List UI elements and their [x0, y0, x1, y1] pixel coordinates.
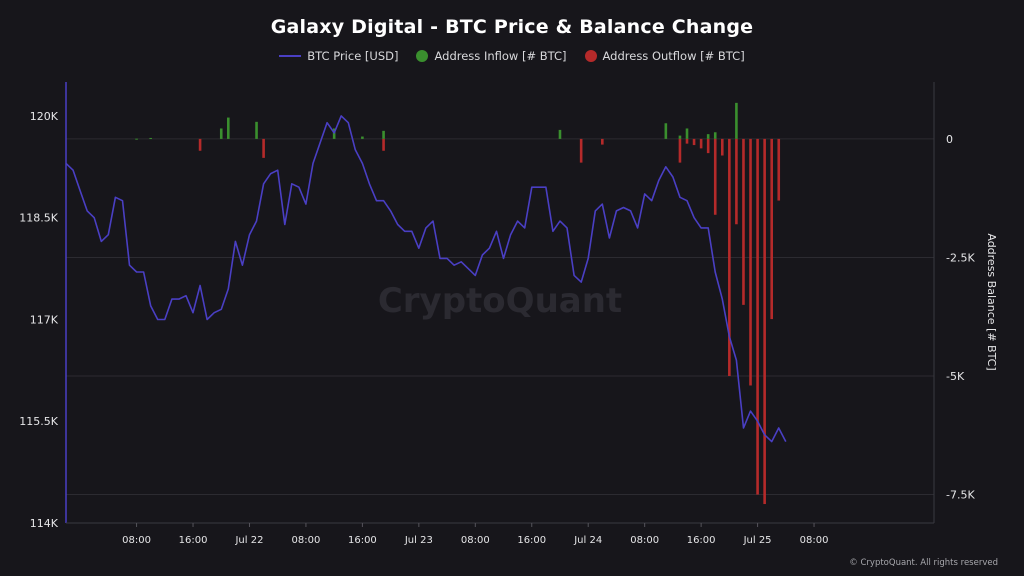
legend-label-price: BTC Price [USD]	[307, 49, 399, 63]
x-tick-5: Jul 23	[404, 535, 433, 546]
outflow-bar-1	[262, 138, 265, 158]
x-tick-4: 16:00	[348, 535, 377, 546]
outflow-bar-5	[678, 138, 682, 163]
inflow-bar-9	[664, 123, 668, 139]
bars	[135, 102, 781, 505]
legend-swatch-outflow	[584, 50, 597, 62]
y-left-tick-1: 115.5K	[19, 415, 58, 428]
y-right-tick-3: -7.5K	[946, 489, 975, 502]
legend-label-inflow: Address Inflow [# BTC]	[434, 49, 567, 63]
inflow-bar-6	[361, 136, 364, 139]
x-tick-6: 08:00	[461, 535, 490, 546]
inflow-bar-4	[255, 121, 258, 139]
x-tick-9: 08:00	[630, 535, 659, 546]
outflow-bar-17	[763, 138, 766, 505]
chart-title: Galaxy Digital - BTC Price & Balance Cha…	[270, 16, 754, 38]
outflow-bar-6	[685, 138, 689, 144]
inflow-bar-3	[227, 117, 230, 139]
outflow-bar-11	[720, 138, 724, 156]
outflow-bar-3	[579, 138, 583, 163]
inflow-bar-8	[558, 129, 562, 139]
outflow-bar-12	[728, 138, 731, 376]
y-right-tick-2: -5K	[946, 370, 965, 383]
legend-item-price[interactable]: BTC Price [USD]	[279, 49, 398, 63]
legend-item-outflow[interactable]: Address Outflow [# BTC]	[584, 49, 745, 63]
x-tick-2: Jul 22	[234, 535, 263, 546]
inflow-bar-7	[382, 130, 385, 139]
y-left-tick-4: 120K	[30, 110, 59, 123]
grid	[66, 138, 934, 496]
outflow-bar-14	[742, 138, 745, 305]
x-tick-1: 16:00	[179, 535, 208, 546]
outflow-bar-15	[749, 138, 752, 386]
outflow-bar-13	[735, 138, 738, 225]
x-tick-0: 08:00	[122, 535, 151, 546]
x-tick-3: 08:00	[292, 535, 321, 546]
btc-price-line	[65, 115, 787, 443]
legend-item-inflow[interactable]: Address Inflow [# BTC]	[416, 49, 567, 63]
copyright: © CryptoQuant. All rights reserved	[849, 558, 998, 568]
outflow-bar-19	[777, 138, 781, 201]
x-tick-8: Jul 24	[573, 535, 602, 546]
x-tick-11: Jul 25	[743, 535, 772, 546]
inflow-bar-12	[706, 134, 710, 139]
outflow-bar-0	[198, 138, 202, 151]
inflow-bar-1	[149, 137, 152, 139]
y-right-axis-label: Address Balance [# BTC]	[985, 233, 998, 370]
y-left-tick-2: 117K	[30, 313, 59, 326]
inflow-bar-10	[678, 135, 682, 139]
inflow-bar-11	[685, 128, 689, 139]
x-tick-12: 08:00	[800, 535, 829, 546]
legend-swatch-price	[279, 55, 302, 57]
x-tick-7: 16:00	[517, 535, 546, 546]
price-line-group	[65, 115, 787, 443]
inflow-bar-13	[713, 132, 717, 139]
inflow-bar-2	[219, 128, 223, 139]
outflow-bar-16	[756, 138, 759, 495]
watermark: CryptoQuant	[378, 281, 622, 321]
outflow-bar-7	[692, 138, 696, 146]
inflow-bar-14	[735, 102, 738, 139]
axes: 0 -2.5K -5K -7.5K 114K 115.5K 117K 118.5K 120K Ad…	[19, 82, 998, 546]
y-right-tick-1: -2.5K	[946, 251, 975, 264]
outflow-bar-4	[601, 138, 604, 145]
outflow-bar-9	[706, 138, 710, 154]
outflow-bar-18	[770, 138, 773, 320]
legend: BTC Price [USD] Address Inflow [# BTC] A…	[0, 49, 1024, 63]
y-right-tick-0: 0	[946, 133, 953, 146]
outflow-bar-8	[699, 138, 703, 149]
y-left-tick-0: 114K	[30, 517, 59, 530]
y-left-tick-3: 118.5K	[19, 212, 58, 225]
legend-label-outflow: Address Outflow [# BTC]	[602, 49, 745, 63]
outflow-bar-10	[713, 138, 717, 215]
outflow-bar-2	[382, 138, 385, 151]
legend-swatch-inflow	[416, 50, 429, 62]
inflow-bar-0	[135, 138, 138, 140]
x-tick-10: 16:00	[687, 535, 716, 546]
